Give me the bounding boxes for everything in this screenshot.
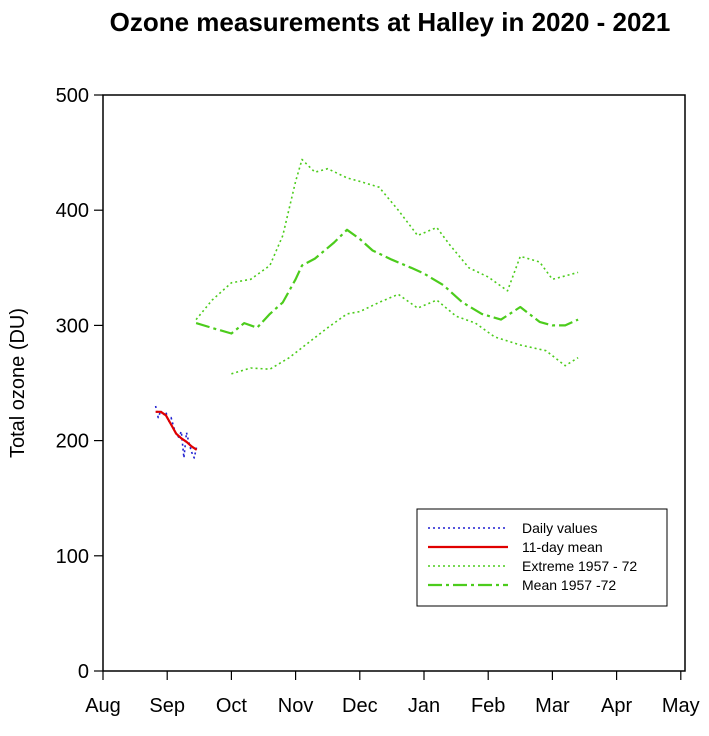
legend-entries: Daily values 11-day mean Extreme 1957 - 72… bbox=[428, 520, 637, 593]
series-line-extreme-1957-72-lower bbox=[231, 293, 579, 375]
series-layer bbox=[154, 158, 579, 459]
x-axis-ticks: Aug Sep Oct Nov Dec Jan Feb Mar Apr May bbox=[85, 671, 700, 717]
x-tick-label: Mar bbox=[535, 695, 570, 717]
legend-box bbox=[416, 508, 668, 607]
legend-label: Extreme 1957 - 72 bbox=[522, 558, 637, 574]
legend-label: 11-day mean bbox=[522, 539, 603, 555]
y-tick-label: 0 bbox=[78, 661, 89, 683]
x-tick-label: May bbox=[662, 695, 700, 717]
chart-title: Ozone measurements at Halley in 2020 - 2… bbox=[110, 7, 671, 37]
y-axis-ticks: 0 100 200 300 400 500 bbox=[56, 85, 103, 683]
x-tick-label: Aug bbox=[85, 695, 121, 717]
x-tick-label: Feb bbox=[471, 695, 505, 717]
x-tick-label: Nov bbox=[278, 695, 314, 717]
y-tick-label: 100 bbox=[56, 546, 89, 568]
x-tick-label: Sep bbox=[149, 695, 185, 717]
x-tick-label: Oct bbox=[216, 695, 248, 717]
series-line-11-day-mean bbox=[155, 410, 198, 451]
legend-label: Mean 1957 -72 bbox=[522, 577, 616, 593]
y-tick-label: 200 bbox=[56, 431, 89, 453]
y-tick-label: 500 bbox=[56, 85, 89, 107]
x-tick-label: Dec bbox=[342, 695, 378, 717]
x-tick-label: Jan bbox=[408, 695, 440, 717]
series-line-mean-1957-72 bbox=[195, 228, 579, 335]
x-tick-label: Apr bbox=[601, 695, 632, 717]
y-tick-label: 400 bbox=[56, 200, 89, 222]
legend-label: Daily values bbox=[522, 520, 597, 536]
legend: Daily values 11-day mean Extreme 1957 - 72… bbox=[416, 508, 668, 607]
series-line-extreme-1957-72-upper bbox=[195, 158, 579, 321]
y-tick-label: 300 bbox=[56, 315, 89, 337]
plot-frame bbox=[102, 94, 686, 672]
y-axis-label: Total ozone (DU) bbox=[7, 308, 29, 458]
